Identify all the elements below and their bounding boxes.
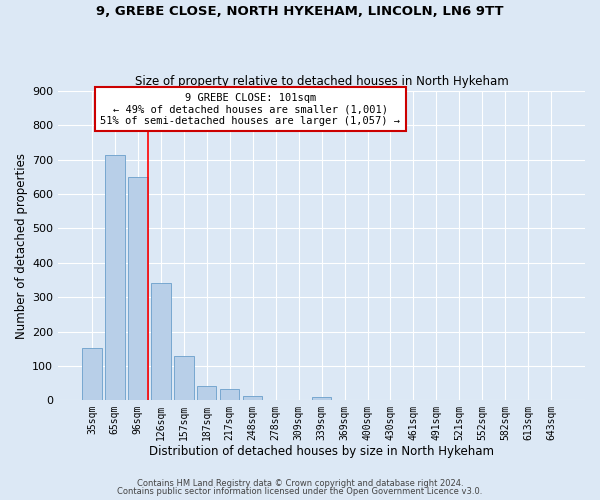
Text: 9, GREBE CLOSE, NORTH HYKEHAM, LINCOLN, LN6 9TT: 9, GREBE CLOSE, NORTH HYKEHAM, LINCOLN, … [96, 5, 504, 18]
Bar [197, 386, 217, 400]
Bar [312, 397, 331, 400]
Y-axis label: Number of detached properties: Number of detached properties [15, 152, 28, 338]
Bar [220, 389, 239, 400]
Text: 9 GREBE CLOSE: 101sqm
← 49% of detached houses are smaller (1,001)
51% of semi-d: 9 GREBE CLOSE: 101sqm ← 49% of detached … [100, 92, 400, 126]
Bar [128, 176, 148, 400]
Text: Contains HM Land Registry data © Crown copyright and database right 2024.: Contains HM Land Registry data © Crown c… [137, 478, 463, 488]
Bar [105, 154, 125, 400]
Text: Contains public sector information licensed under the Open Government Licence v3: Contains public sector information licen… [118, 487, 482, 496]
X-axis label: Distribution of detached houses by size in North Hykeham: Distribution of detached houses by size … [149, 444, 494, 458]
Bar [174, 356, 194, 400]
Bar [243, 396, 262, 400]
Bar [151, 284, 170, 400]
Bar [82, 348, 101, 400]
Title: Size of property relative to detached houses in North Hykeham: Size of property relative to detached ho… [135, 76, 508, 88]
